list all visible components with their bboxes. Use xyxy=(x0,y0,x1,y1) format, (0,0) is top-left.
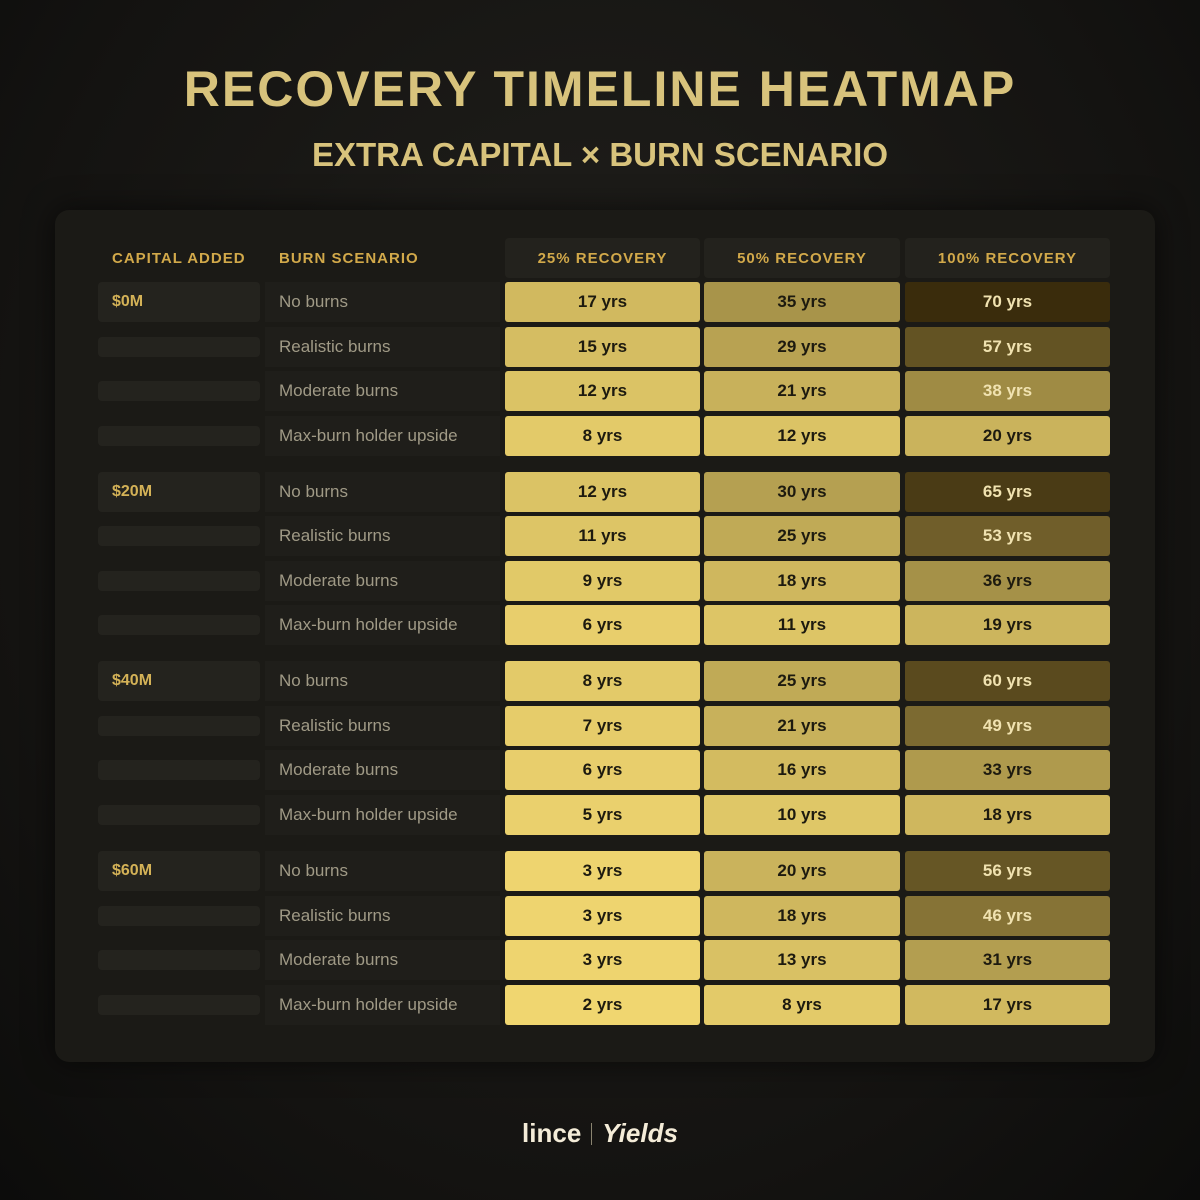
heat-cell: 30 yrs xyxy=(704,471,900,512)
heat-cell: 18 yrs xyxy=(704,895,900,936)
capital-placeholder xyxy=(98,905,260,926)
capital-placeholder xyxy=(98,526,260,546)
heat-cell: 25 yrs xyxy=(704,516,900,556)
capital-placeholder xyxy=(98,760,260,780)
heat-cell: 12 yrs xyxy=(505,371,700,411)
capital-label: $0M xyxy=(98,282,260,322)
scenario-label: No burns xyxy=(265,471,500,512)
scenario-label: Realistic burns xyxy=(265,326,500,367)
heat-cell: 3 yrs xyxy=(505,851,700,891)
scenario-label: Max-burn holder upside xyxy=(265,794,500,835)
heat-cell: 16 yrs xyxy=(704,750,900,790)
heat-cell: 12 yrs xyxy=(704,415,900,456)
heat-cell: 12 yrs xyxy=(505,471,700,512)
heat-cell: 49 yrs xyxy=(905,705,1110,746)
heat-cell: 35 yrs xyxy=(704,282,900,322)
capital-label: $40M xyxy=(98,661,260,701)
footer: lince Yields xyxy=(0,1118,1200,1149)
capital-placeholder xyxy=(98,994,260,1015)
capital-placeholder xyxy=(98,950,260,970)
scenario-label: Max-burn holder upside xyxy=(265,984,500,1025)
column-header: 100% RECOVERY xyxy=(905,238,1110,278)
column-header: 25% RECOVERY xyxy=(505,238,700,278)
heat-cell: 17 yrs xyxy=(505,282,700,322)
column-header: BURN SCENARIO xyxy=(279,249,419,267)
heat-cell: 18 yrs xyxy=(905,794,1110,835)
capital-placeholder xyxy=(98,804,260,825)
capital-placeholder xyxy=(98,715,260,736)
heat-cell: 21 yrs xyxy=(704,705,900,746)
capital-label: $20M xyxy=(98,471,260,512)
product: Yields xyxy=(602,1118,678,1148)
heat-cell: 65 yrs xyxy=(905,471,1110,512)
heat-cell: 3 yrs xyxy=(505,940,700,980)
heat-cell: 9 yrs xyxy=(505,560,700,601)
heat-cell: 53 yrs xyxy=(905,516,1110,556)
heat-cell: 70 yrs xyxy=(905,282,1110,322)
heat-cell: 25 yrs xyxy=(704,661,900,701)
heat-cell: 29 yrs xyxy=(704,326,900,367)
heat-cell: 38 yrs xyxy=(905,371,1110,411)
heat-cell: 31 yrs xyxy=(905,940,1110,980)
scenario-label: Realistic burns xyxy=(265,705,500,746)
heat-cell: 15 yrs xyxy=(505,326,700,367)
capital-placeholder xyxy=(98,615,260,635)
capital-placeholder xyxy=(98,425,260,446)
heat-cell: 33 yrs xyxy=(905,750,1110,790)
heat-cell: 5 yrs xyxy=(505,794,700,835)
heat-cell: 60 yrs xyxy=(905,661,1110,701)
heat-cell: 11 yrs xyxy=(505,516,700,556)
heat-cell: 20 yrs xyxy=(905,415,1110,456)
scenario-label: Moderate burns xyxy=(265,560,500,601)
scenario-label: Max-burn holder upside xyxy=(265,605,500,645)
heat-cell: 13 yrs xyxy=(704,940,900,980)
scenario-label: Realistic burns xyxy=(265,895,500,936)
heat-cell: 8 yrs xyxy=(505,415,700,456)
scenario-label: No burns xyxy=(265,851,500,891)
scenario-label: Moderate burns xyxy=(265,750,500,790)
heat-cell: 46 yrs xyxy=(905,895,1110,936)
heat-cell: 21 yrs xyxy=(704,371,900,411)
capital-placeholder xyxy=(98,336,260,357)
heat-cell: 11 yrs xyxy=(704,605,900,645)
heat-cell: 36 yrs xyxy=(905,560,1110,601)
scenario-label: Moderate burns xyxy=(265,371,500,411)
heat-cell: 8 yrs xyxy=(505,661,700,701)
capital-placeholder xyxy=(98,381,260,401)
heat-cell: 56 yrs xyxy=(905,851,1110,891)
heat-cell: 3 yrs xyxy=(505,895,700,936)
heat-cell: 8 yrs xyxy=(704,984,900,1025)
separator xyxy=(591,1122,593,1145)
subtitle: EXTRA CAPITAL × BURN SCENARIO xyxy=(311,136,889,173)
scenario-label: Moderate burns xyxy=(265,940,500,980)
heat-cell: 6 yrs xyxy=(505,750,700,790)
column-header: CAPITAL ADDED xyxy=(112,249,246,267)
scenario-label: Max-burn holder upside xyxy=(265,415,500,456)
capital-label: $60M xyxy=(98,851,260,891)
heat-cell: 7 yrs xyxy=(505,705,700,746)
title: RECOVERY TIMELINE HEATMAP xyxy=(183,61,1017,117)
column-header: 50% RECOVERY xyxy=(704,238,900,278)
scenario-label: No burns xyxy=(265,661,500,701)
heat-cell: 20 yrs xyxy=(704,851,900,891)
heat-cell: 2 yrs xyxy=(505,984,700,1025)
heat-cell: 6 yrs xyxy=(505,605,700,645)
capital-placeholder xyxy=(98,570,260,591)
brand: lince xyxy=(522,1118,582,1148)
heat-cell: 19 yrs xyxy=(905,605,1110,645)
heat-cell: 18 yrs xyxy=(704,560,900,601)
heat-cell: 57 yrs xyxy=(905,326,1110,367)
scenario-label: No burns xyxy=(265,282,500,322)
heat-cell: 17 yrs xyxy=(905,984,1110,1025)
scenario-label: Realistic burns xyxy=(265,516,500,556)
heat-cell: 10 yrs xyxy=(704,794,900,835)
